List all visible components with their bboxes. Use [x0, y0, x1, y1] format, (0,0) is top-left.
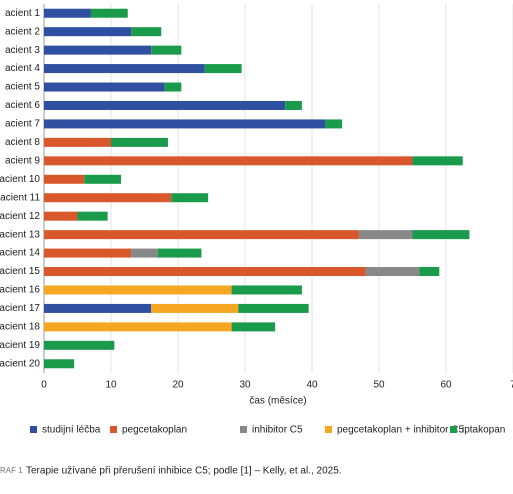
bar-segment: [77, 211, 108, 221]
x-tick-label: 40: [306, 380, 318, 391]
bar-segment: [44, 45, 152, 55]
y-tick-label: acient 8: [5, 137, 40, 148]
bar-segment: [44, 230, 359, 240]
y-tick-label: acient 6: [5, 100, 40, 111]
y-tick-label: acient 3: [5, 45, 40, 56]
legend-label: iptakopan: [462, 425, 505, 436]
bar-segment: [164, 82, 182, 92]
y-tick-label: acient 16: [0, 285, 40, 296]
legend-label: pegcetakoplan + inhibitor C5: [337, 425, 464, 436]
x-axis-title: čas (měsíce): [249, 396, 306, 407]
bar-segment: [44, 211, 78, 221]
legend-label: studijní léčba: [42, 425, 101, 436]
bar-segment: [44, 82, 165, 92]
caption-prefix: RAF 1: [0, 466, 23, 475]
bar-segment: [151, 45, 182, 55]
bar-segment: [131, 27, 162, 37]
legend-swatch: [30, 426, 37, 433]
bar-segment: [90, 8, 128, 18]
legend-swatch: [110, 426, 117, 433]
bar-segment: [151, 303, 239, 313]
bar-segment: [171, 193, 209, 203]
bar-segment: [44, 285, 232, 295]
bar-segment: [44, 248, 132, 258]
x-tick-label: 7: [510, 380, 513, 391]
x-tick-label: 10: [105, 380, 117, 391]
x-tick-label: 20: [172, 380, 184, 391]
y-tick-label: acient 20: [0, 358, 40, 369]
bar-segment: [231, 322, 276, 332]
bar-segment: [44, 359, 75, 369]
bar-segment: [238, 303, 309, 313]
x-tick-label: 50: [373, 380, 385, 391]
bar-segment: [412, 230, 470, 240]
y-tick-label: acient 18: [0, 322, 40, 333]
y-tick-label: acient 19: [0, 340, 40, 351]
y-tick-label: acient 7: [5, 119, 40, 130]
bar-segment: [44, 193, 172, 203]
x-tick-label: 30: [239, 380, 251, 391]
bar-segment: [44, 64, 205, 74]
y-tick-label: acient 1: [5, 8, 40, 19]
bar-segment: [44, 100, 286, 110]
bar-segment: [44, 174, 85, 184]
bar-segment: [285, 100, 302, 110]
bar-segment: [44, 322, 232, 332]
bar-segment: [231, 285, 302, 295]
bar-segment: [419, 267, 440, 277]
bar-segment: [365, 267, 420, 277]
legend-swatch: [240, 426, 247, 433]
bar-segment: [111, 137, 168, 147]
y-tick-label: acient 11: [0, 192, 40, 203]
legend-label: inhibitor C5: [252, 425, 303, 436]
bar-segment: [44, 119, 326, 129]
legend-swatch: [325, 426, 332, 433]
y-tick-label: acient 5: [5, 82, 40, 93]
y-tick-label: acient 13: [0, 229, 40, 240]
bar-segment: [44, 303, 152, 313]
bar-segment: [44, 27, 132, 37]
x-tick-label: 0: [41, 380, 47, 391]
bar-segment: [44, 156, 413, 166]
bar-segment: [325, 119, 343, 129]
bar-segment: [204, 64, 242, 74]
bar-segment: [131, 248, 158, 258]
x-tick-label: 60: [440, 380, 452, 391]
legend-swatch: [450, 426, 457, 433]
y-tick-label: acient 9: [5, 155, 40, 166]
bar-segment: [84, 174, 122, 184]
bar-segment: [44, 267, 366, 277]
bar-segment: [44, 340, 115, 350]
y-tick-label: acient 12: [0, 211, 40, 222]
y-tick-label: acient 4: [5, 63, 40, 74]
y-tick-label: acient 15: [0, 266, 40, 277]
bar-segment: [412, 156, 463, 166]
bar-segment: [358, 230, 413, 240]
y-tick-label: acient 10: [0, 174, 40, 185]
legend-label: pegcetakoplan: [122, 425, 187, 436]
bar-segment: [44, 8, 91, 18]
y-tick-label: acient 17: [0, 303, 40, 314]
y-tick-label: acient 2: [5, 26, 40, 37]
caption: Terapie užívané při přerušení inhibice C…: [26, 466, 342, 477]
bar-segment: [44, 137, 111, 147]
bar-segment: [157, 248, 202, 258]
y-tick-label: acient 14: [0, 248, 40, 259]
